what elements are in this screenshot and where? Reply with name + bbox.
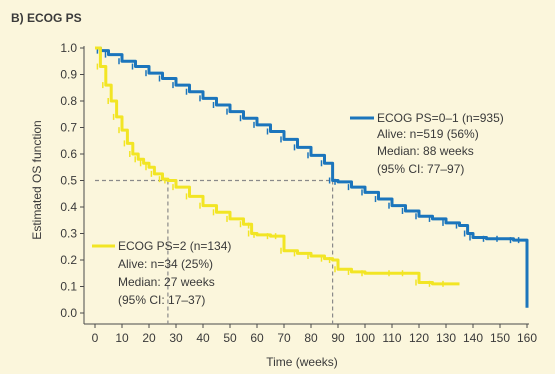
y-tick-label: 1.0 [60,41,77,55]
legend-label-ecog-2: ECOG PS=2 (n=134) [118,239,231,253]
survival-curves [95,46,529,308]
legend-ecog-2: ECOG PS=2 (n=134) Alive: n=34 (25%) Medi… [92,239,231,307]
x-tick-label: 80 [304,331,318,345]
x-tick-label: 140 [463,331,483,345]
y-tick-label: 0.1 [60,280,77,294]
annotation-alive-ecog-0-1: Alive: n=519 (56%) [377,127,479,141]
x-tick-label: 120 [409,331,429,345]
x-tick-label: 150 [490,331,510,345]
annotation-median-ecog-0-1: Median: 88 weeks [377,144,474,158]
x-tick-label: 70 [277,331,291,345]
y-tick-label: 0.9 [60,68,77,82]
y-tick-label: 0.8 [60,94,77,108]
y-tick-label: 0.6 [60,147,77,161]
y-tick-label: 0.7 [60,121,77,135]
x-tick-label: 50 [223,331,237,345]
x-tick-label: 40 [196,331,210,345]
x-tick-label: 160 [517,331,537,345]
x-tick-label: 0 [92,331,99,345]
axes: 0 10 20 30 40 50 60 70 80 90 100 110 120 130 140 150 160… [60,41,537,345]
x-axis-label: Time (weeks) [266,355,338,369]
annotation-ci-ecog-0-1: (95% CI: 77–97) [377,162,464,176]
y-axis-label: Estimated OS function [30,120,44,239]
y-tick-label: 0.4 [60,200,77,214]
x-tick-label: 30 [169,331,183,345]
y-tick-label: 0.2 [60,253,77,267]
x-tick-label: 60 [250,331,264,345]
y-tick-label: 0.3 [60,227,77,241]
panel-title: B) ECOG PS [11,11,82,25]
x-tick-label: 110 [382,331,401,345]
x-tick-label: 100 [355,331,375,345]
x-tick-label: 90 [331,331,345,345]
y-tick-label: 0.5 [60,174,77,188]
legend-label-ecog-0-1: ECOG PS=0–1 (n=935) [377,111,504,125]
median-guides [95,179,334,324]
annotation-median-ecog-2: Median: 27 weeks [118,275,215,289]
x-tick-label: 20 [142,331,156,345]
annotation-ci-ecog-2: (95% CI: 17–37) [118,293,205,307]
legend-ecog-0-1: ECOG PS=0–1 (n=935) Alive: n=519 (56%) M… [350,111,504,176]
annotation-alive-ecog-2: Alive: n=34 (25%) [118,257,213,271]
curve-ps2 [95,46,460,286]
y-tick-label: 0.0 [60,306,77,320]
x-tick-label: 10 [115,331,129,345]
x-tick-label: 130 [436,331,456,345]
curve-ps01 [95,46,529,308]
